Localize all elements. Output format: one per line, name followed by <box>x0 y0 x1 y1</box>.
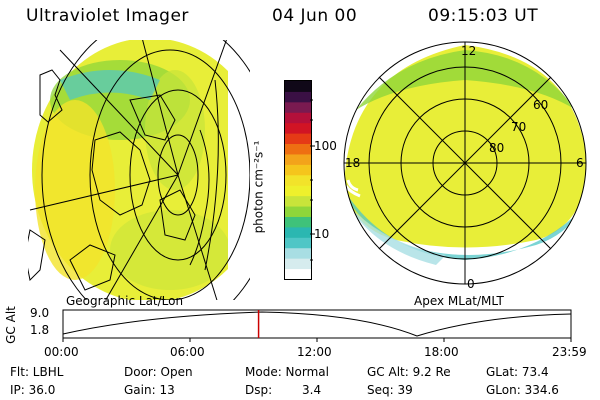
mlt-label-12: 12 <box>461 44 477 58</box>
timeline-ytick-low: 1.8 <box>30 323 50 337</box>
color-scale-step <box>285 195 311 207</box>
color-scale-step <box>285 258 311 270</box>
status-glat: GLat: 73.4 <box>486 365 549 379</box>
geo-panel-label: Geographic Lat/Lon <box>66 294 184 308</box>
color-scale-step <box>285 91 311 103</box>
orbit-altitude-plot <box>62 309 572 342</box>
color-scale-step <box>285 216 311 228</box>
color-scale-step <box>285 153 311 165</box>
color-scale-step <box>285 174 311 186</box>
status-gc-alt: GC Alt: 9.2 Re <box>367 365 451 379</box>
instrument-title: Ultraviolet Imager <box>26 6 189 26</box>
color-scale-step <box>285 122 311 134</box>
color-scale-step <box>285 101 311 113</box>
color-scale-step <box>285 247 311 259</box>
timeline-xtick-1200: 12:00 <box>297 345 332 359</box>
mlt-label-0: 0 <box>467 277 475 291</box>
color-scale-step <box>285 164 311 176</box>
mlt-label-18: 18 <box>345 156 361 170</box>
status-dsp-value: 3.4 <box>302 383 322 397</box>
timeline-ytick-high: 9.0 <box>30 306 50 320</box>
color-scale-bar <box>284 80 312 280</box>
apex-panel-label: Apex MLat/MLT <box>414 294 504 308</box>
color-scale-step <box>285 81 311 92</box>
timeline-xtick-0000: 00:00 <box>44 345 79 359</box>
altitude-curve <box>62 311 572 337</box>
status-dsp-label: Dsp: <box>245 383 273 397</box>
color-scale-step <box>285 226 311 238</box>
mlat-label-80: 80 <box>489 141 505 155</box>
date-label: 04 Jun 00 <box>272 6 358 26</box>
status-ip: IP: 36.0 <box>10 383 56 397</box>
colorbar-tick-10: 10 <box>314 227 330 241</box>
timeline-xtick-1800: 18:00 <box>424 345 459 359</box>
coastline-outlines <box>28 69 210 291</box>
timeline-xtick-0600: 06:00 <box>170 345 205 359</box>
mlt-label-6: 6 <box>576 156 584 170</box>
color-scale-step <box>285 206 311 217</box>
mlat-label-60: 60 <box>533 98 549 112</box>
geo-grid <box>29 40 250 300</box>
geographic-image <box>28 40 250 300</box>
color-scale-step <box>285 268 311 280</box>
colorbar-ticks <box>310 99 315 261</box>
status-seq: Seq: 39 <box>367 383 413 397</box>
colorbar-tick-100: 100 <box>314 139 337 153</box>
time-label: 09:15:03 UT <box>428 6 539 26</box>
status-gain: Gain: 13 <box>124 383 175 397</box>
status-glon: GLon: 334.6 <box>486 383 559 397</box>
apex-polar-image <box>343 41 587 285</box>
color-scale-step <box>285 143 311 155</box>
color-scale-step <box>285 133 311 145</box>
status-door: Door: Open <box>124 365 193 379</box>
timeline-axis-label: GC Alt <box>3 306 18 344</box>
color-scale-gradient <box>285 81 311 280</box>
colorbar-unit-label: photon cm⁻²s⁻¹ <box>251 140 266 234</box>
status-mode: Mode: Normal <box>245 365 329 379</box>
color-scale-step <box>285 237 311 249</box>
color-scale-step <box>285 112 311 124</box>
status-filter: Flt: LBHL <box>10 365 64 379</box>
timeline-x-ticks <box>62 338 572 342</box>
mlat-label-70: 70 <box>511 120 527 134</box>
timeline-frame <box>62 309 572 339</box>
polar-grid <box>343 41 587 285</box>
timeline-xtick-2359: 23:59 <box>552 345 587 359</box>
color-scale-step <box>285 185 311 197</box>
